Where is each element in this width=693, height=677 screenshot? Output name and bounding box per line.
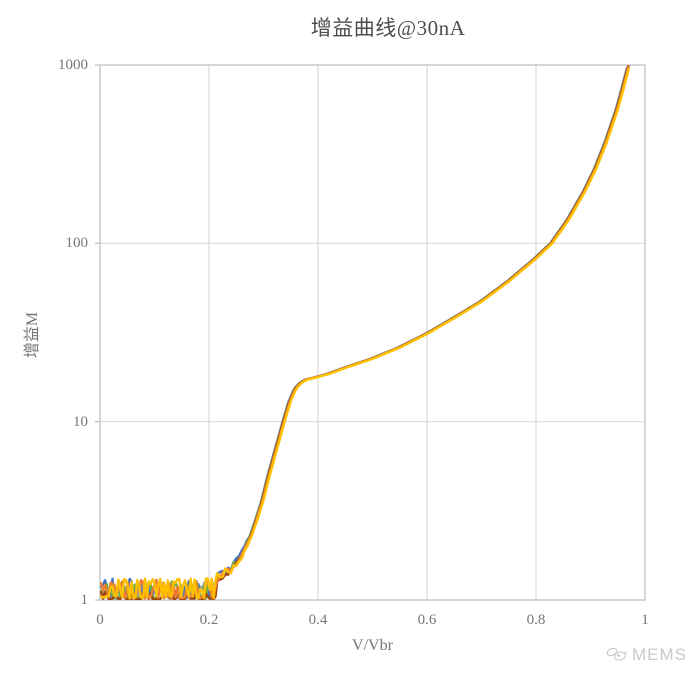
y-tick-100: 100 <box>65 235 89 251</box>
x-tick-0-8: 0.8 <box>526 612 546 628</box>
chart-title: 增益曲线@30nA <box>310 16 466 40</box>
y-tick-1000: 1000 <box>58 57 88 73</box>
gain-curve-gray <box>100 65 630 599</box>
plot-border <box>99 64 646 601</box>
mems-logo-icon <box>606 647 628 661</box>
x-tick-0-6: 0.6 <box>417 612 437 628</box>
gain-curve-blue <box>100 65 630 600</box>
gain-curve-orange <box>100 65 630 600</box>
x-axis-title: V/Vbr <box>352 637 393 654</box>
mems-watermark-text: MEMS <box>632 645 687 664</box>
x-tick-0-4: 0.4 <box>308 612 328 628</box>
series-group <box>100 65 630 600</box>
gain-curve-brown <box>100 65 630 600</box>
y-tick-1: 1 <box>80 592 89 608</box>
x-tick-0: 0 <box>96 612 104 628</box>
gain-curve-green <box>100 65 630 600</box>
mems-watermark: MEMS <box>606 645 687 665</box>
y-axis-title: 增益M <box>24 311 41 359</box>
x-tick-0-2: 0.2 <box>199 612 219 628</box>
y-tick-10: 10 <box>73 414 88 430</box>
x-tick-1: 1 <box>641 612 649 628</box>
gain-curve-yellow <box>100 67 630 600</box>
